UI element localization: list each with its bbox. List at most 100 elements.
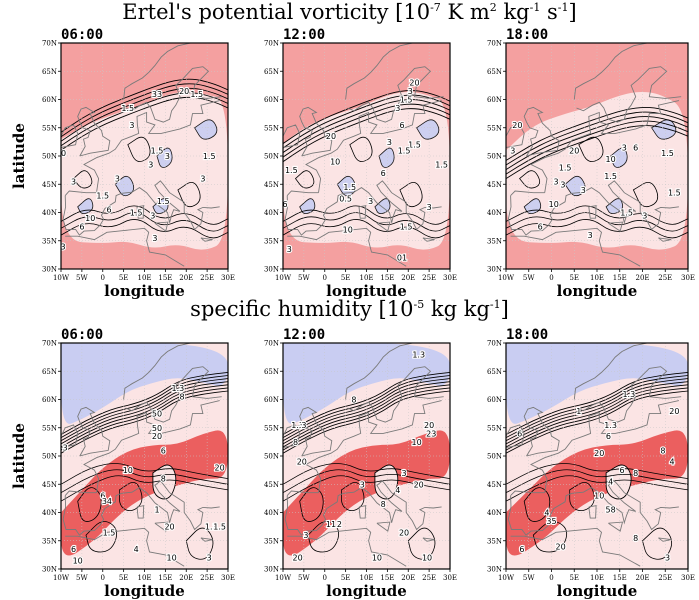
y-tick-label: 50N <box>264 153 279 161</box>
pv-contour <box>578 136 604 162</box>
x-tick-label: 15E <box>158 274 172 282</box>
contour-label: 6 <box>606 432 611 441</box>
coastline <box>154 521 169 532</box>
contour-label: 20 <box>399 528 409 537</box>
contour-label: 20 <box>669 407 679 416</box>
contour-label: 6 <box>619 466 624 475</box>
contour-label: 3 <box>61 242 66 251</box>
contour-label: 3 <box>207 554 212 563</box>
q-contour <box>506 475 688 502</box>
contour-label: 3 <box>152 234 157 243</box>
y-tick-label: 50N <box>42 153 57 161</box>
x-tick-label: 30E <box>221 574 235 582</box>
pv-min-cell <box>114 175 135 197</box>
pv-min-cell <box>194 119 218 140</box>
coastline <box>347 366 444 423</box>
coastline <box>376 521 391 532</box>
pv-min-cell <box>156 147 173 168</box>
pv-contour <box>127 136 151 162</box>
x-tick-label: 5W <box>298 574 310 582</box>
contour-label: 1.3 <box>172 384 185 393</box>
x-axis-label: longitude <box>104 582 185 600</box>
contour-label: 4 <box>544 509 549 518</box>
contour-label: 8 <box>351 396 356 405</box>
coastline <box>64 490 97 496</box>
coastline <box>200 537 213 542</box>
contour-label: 1.5 <box>151 146 164 155</box>
y-tick-label: 30N <box>264 266 279 274</box>
coastline <box>287 227 407 267</box>
coastline <box>65 227 185 267</box>
coastline <box>283 424 301 448</box>
contour-label: 10 <box>594 492 604 501</box>
contour-label: 6 <box>517 429 522 438</box>
q-contour <box>61 371 228 435</box>
contour-label: 3 <box>588 231 593 240</box>
contour-label: 10 <box>372 554 382 563</box>
contour-label: 1 <box>576 407 581 416</box>
x-axis-label: longitude <box>326 582 407 600</box>
pv-low-region <box>283 91 450 250</box>
coastline <box>125 366 222 423</box>
x-tick-label: 25E <box>200 274 214 282</box>
coastline <box>64 190 97 196</box>
pv-contour <box>61 87 228 142</box>
q-moist-tongue <box>61 430 228 556</box>
contour-label: 1.5 <box>213 523 226 532</box>
q-contour <box>506 371 688 435</box>
y-tick-label: 60N <box>487 396 502 404</box>
coastline <box>136 505 145 519</box>
contour-label: 20 <box>414 480 424 489</box>
contour-label: 10 <box>73 557 83 566</box>
coastline <box>608 221 624 232</box>
y-tick-label: 70N <box>264 40 279 48</box>
y-tick-label: 40N <box>264 509 279 517</box>
contour-label: 3 <box>115 175 120 184</box>
coastline <box>376 221 391 232</box>
contour-label: 1.5 <box>190 90 203 99</box>
contour-label: 50 <box>152 424 162 433</box>
coastline <box>83 100 220 193</box>
contour-label: 3 <box>427 203 432 212</box>
panel-time-title: 18:00 <box>506 27 548 43</box>
contour-label: 3 <box>150 211 155 220</box>
q-moist-tongue <box>283 430 450 556</box>
contour-label: 1.5 <box>103 528 116 537</box>
contour-label: 1.5 <box>121 104 134 113</box>
y-tick-label: 35N <box>42 537 57 545</box>
x-tick-label: 15E <box>158 574 172 582</box>
y-tick-label: 35N <box>487 237 502 245</box>
x-tick-label: 0 <box>549 274 553 282</box>
q-contour <box>61 463 228 485</box>
pv-title-exp1: -7 <box>430 1 441 14</box>
coastline <box>506 424 525 448</box>
coastline <box>510 490 545 496</box>
panel-time-title: 06:00 <box>61 327 103 343</box>
pv-low-region <box>506 91 688 250</box>
contour-label: 3 <box>387 138 392 147</box>
contour-label: 6 <box>381 169 386 178</box>
contour-label: 6 <box>106 206 111 215</box>
q-contour <box>299 487 324 522</box>
contour-label: 20 <box>424 421 434 430</box>
y-tick-label: 45N <box>42 181 57 189</box>
q-contour <box>283 378 450 442</box>
y-tick-label: 55N <box>264 124 279 132</box>
coastline <box>576 66 682 123</box>
contour-label: 10 <box>343 225 353 234</box>
contour-label: 11 <box>326 520 336 529</box>
y-tick-label: 40N <box>487 509 502 517</box>
contour-label: 3 <box>560 180 565 189</box>
contour-label: 1.5 <box>398 146 411 155</box>
pv-min-cell <box>378 147 395 168</box>
y-tick-label: 35N <box>487 537 502 545</box>
contour-label: 3 <box>622 144 627 153</box>
contour-label: 6 <box>538 223 543 232</box>
coastline <box>506 124 525 148</box>
contour-label: 10 <box>85 214 95 223</box>
contour-label: 1.5 <box>157 197 170 206</box>
coastline <box>608 521 624 532</box>
contour-label: 6 <box>399 121 404 130</box>
